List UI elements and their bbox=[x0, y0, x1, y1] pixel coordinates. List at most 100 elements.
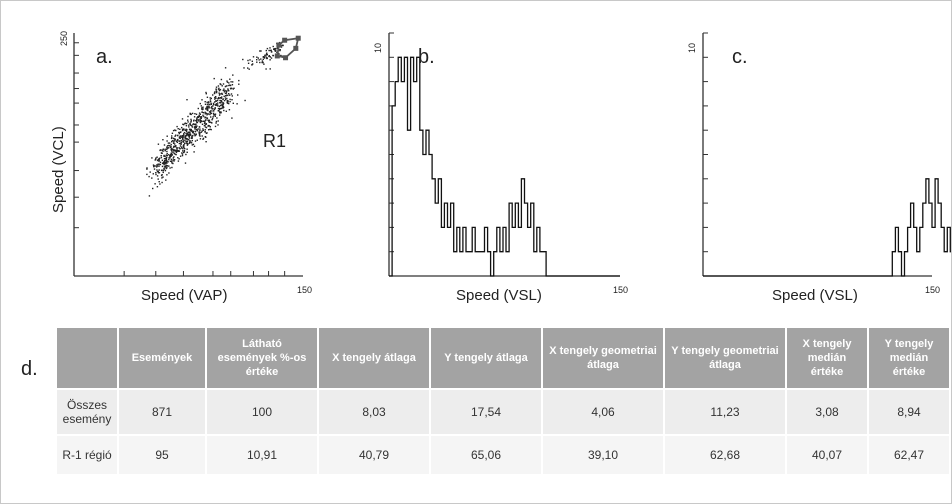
scatter-point bbox=[190, 121, 192, 123]
scatter-point bbox=[229, 100, 231, 103]
scatter-point bbox=[172, 157, 174, 159]
scatter-point bbox=[214, 114, 216, 116]
scatter-point bbox=[227, 102, 229, 104]
scatter-point bbox=[175, 140, 178, 142]
scatter-point bbox=[200, 105, 202, 107]
scatter-point bbox=[194, 128, 196, 130]
scatter-point bbox=[217, 85, 220, 87]
scatter-point bbox=[231, 84, 234, 86]
scatter-point bbox=[268, 49, 270, 52]
scatter-point bbox=[185, 130, 188, 133]
scatter-point bbox=[198, 119, 200, 121]
scatter-point bbox=[270, 51, 273, 53]
scatter-point bbox=[154, 159, 156, 161]
scatter-point bbox=[182, 123, 184, 125]
scatter-point bbox=[177, 128, 179, 130]
scatter-point bbox=[210, 121, 213, 124]
table-cell: 100 bbox=[207, 390, 317, 434]
scatter-point bbox=[211, 119, 213, 121]
scatter-point bbox=[225, 92, 228, 94]
scatter-point bbox=[215, 96, 217, 98]
header-cell: Y tengely medián értéke bbox=[869, 328, 949, 388]
scatter-point bbox=[202, 137, 205, 140]
scatter-point bbox=[215, 122, 217, 124]
panel-b-histogram bbox=[389, 56, 620, 277]
scatter-point bbox=[220, 93, 222, 95]
scatter-point bbox=[157, 178, 159, 180]
scatter-point bbox=[189, 131, 191, 134]
scatter-point bbox=[194, 125, 196, 128]
scatter-point bbox=[191, 131, 194, 133]
scatter-point bbox=[214, 107, 216, 109]
table-header-row: Események Látható események %-os értéke … bbox=[57, 328, 949, 388]
panel-a-points bbox=[146, 40, 286, 197]
scatter-point bbox=[152, 173, 154, 175]
scatter-point bbox=[265, 49, 267, 52]
scatter-point bbox=[165, 154, 167, 156]
scatter-point bbox=[196, 125, 198, 127]
table-cell: 39,10 bbox=[543, 436, 663, 474]
header-cell: Y tengely átlaga bbox=[431, 328, 541, 388]
scatter-point bbox=[229, 84, 231, 86]
scatter-point bbox=[231, 99, 233, 101]
table-cell: 10,91 bbox=[207, 436, 317, 474]
scatter-point bbox=[218, 94, 221, 96]
scatter-point bbox=[204, 103, 207, 105]
scatter-point bbox=[193, 123, 196, 125]
scatter-point bbox=[158, 157, 161, 159]
scatter-point bbox=[174, 129, 176, 131]
scatter-point bbox=[184, 148, 186, 150]
scatter-point bbox=[270, 57, 273, 59]
r1-region-vertices bbox=[274, 35, 301, 61]
scatter-point bbox=[220, 107, 222, 110]
scatter-point bbox=[165, 158, 167, 160]
scatter-point bbox=[180, 143, 182, 145]
scatter-point bbox=[160, 155, 162, 157]
scatter-point bbox=[264, 54, 266, 56]
panel-b-ytick-max: 10 bbox=[373, 43, 383, 53]
scatter-point bbox=[153, 165, 155, 167]
scatter-point bbox=[218, 108, 221, 110]
scatter-point bbox=[182, 134, 184, 137]
scatter-point bbox=[152, 187, 154, 190]
scatter-point bbox=[186, 99, 188, 101]
scatter-point bbox=[204, 136, 206, 138]
scatter-point bbox=[185, 140, 187, 143]
scatter-point bbox=[179, 136, 181, 139]
scatter-point bbox=[163, 158, 166, 160]
scatter-point bbox=[163, 166, 166, 168]
scatter-point bbox=[166, 162, 168, 164]
scatter-point bbox=[231, 95, 233, 97]
scatter-point bbox=[191, 125, 193, 127]
scatter-point bbox=[171, 135, 173, 137]
scatter-point bbox=[199, 129, 201, 132]
scatter-point bbox=[190, 137, 192, 139]
scatter-point bbox=[169, 142, 171, 144]
scatter-point bbox=[220, 104, 222, 107]
scatter-point bbox=[206, 114, 208, 116]
scatter-point bbox=[265, 57, 268, 59]
scatter-point bbox=[204, 129, 206, 131]
scatter-point bbox=[188, 135, 190, 137]
scatter-point bbox=[215, 103, 218, 105]
scatter-point bbox=[259, 61, 261, 64]
scatter-point bbox=[215, 91, 218, 94]
scatter-point bbox=[198, 115, 200, 118]
scatter-point bbox=[173, 160, 175, 162]
scatter-point bbox=[182, 136, 185, 138]
scatter-point bbox=[224, 89, 226, 92]
scatter-point bbox=[210, 116, 212, 118]
scatter-point bbox=[222, 103, 224, 105]
scatter-point bbox=[181, 152, 183, 154]
scatter-point bbox=[194, 135, 196, 137]
scatter-point bbox=[166, 154, 168, 157]
scatter-point bbox=[202, 129, 205, 131]
scatter-point bbox=[210, 97, 212, 100]
scatter-point bbox=[156, 166, 158, 168]
header-cell bbox=[57, 328, 117, 388]
header-cell: X tengely átlaga bbox=[319, 328, 429, 388]
scatter-point bbox=[274, 47, 276, 50]
scatter-point bbox=[176, 150, 178, 152]
scatter-point bbox=[242, 58, 244, 61]
scatter-point bbox=[223, 99, 226, 102]
